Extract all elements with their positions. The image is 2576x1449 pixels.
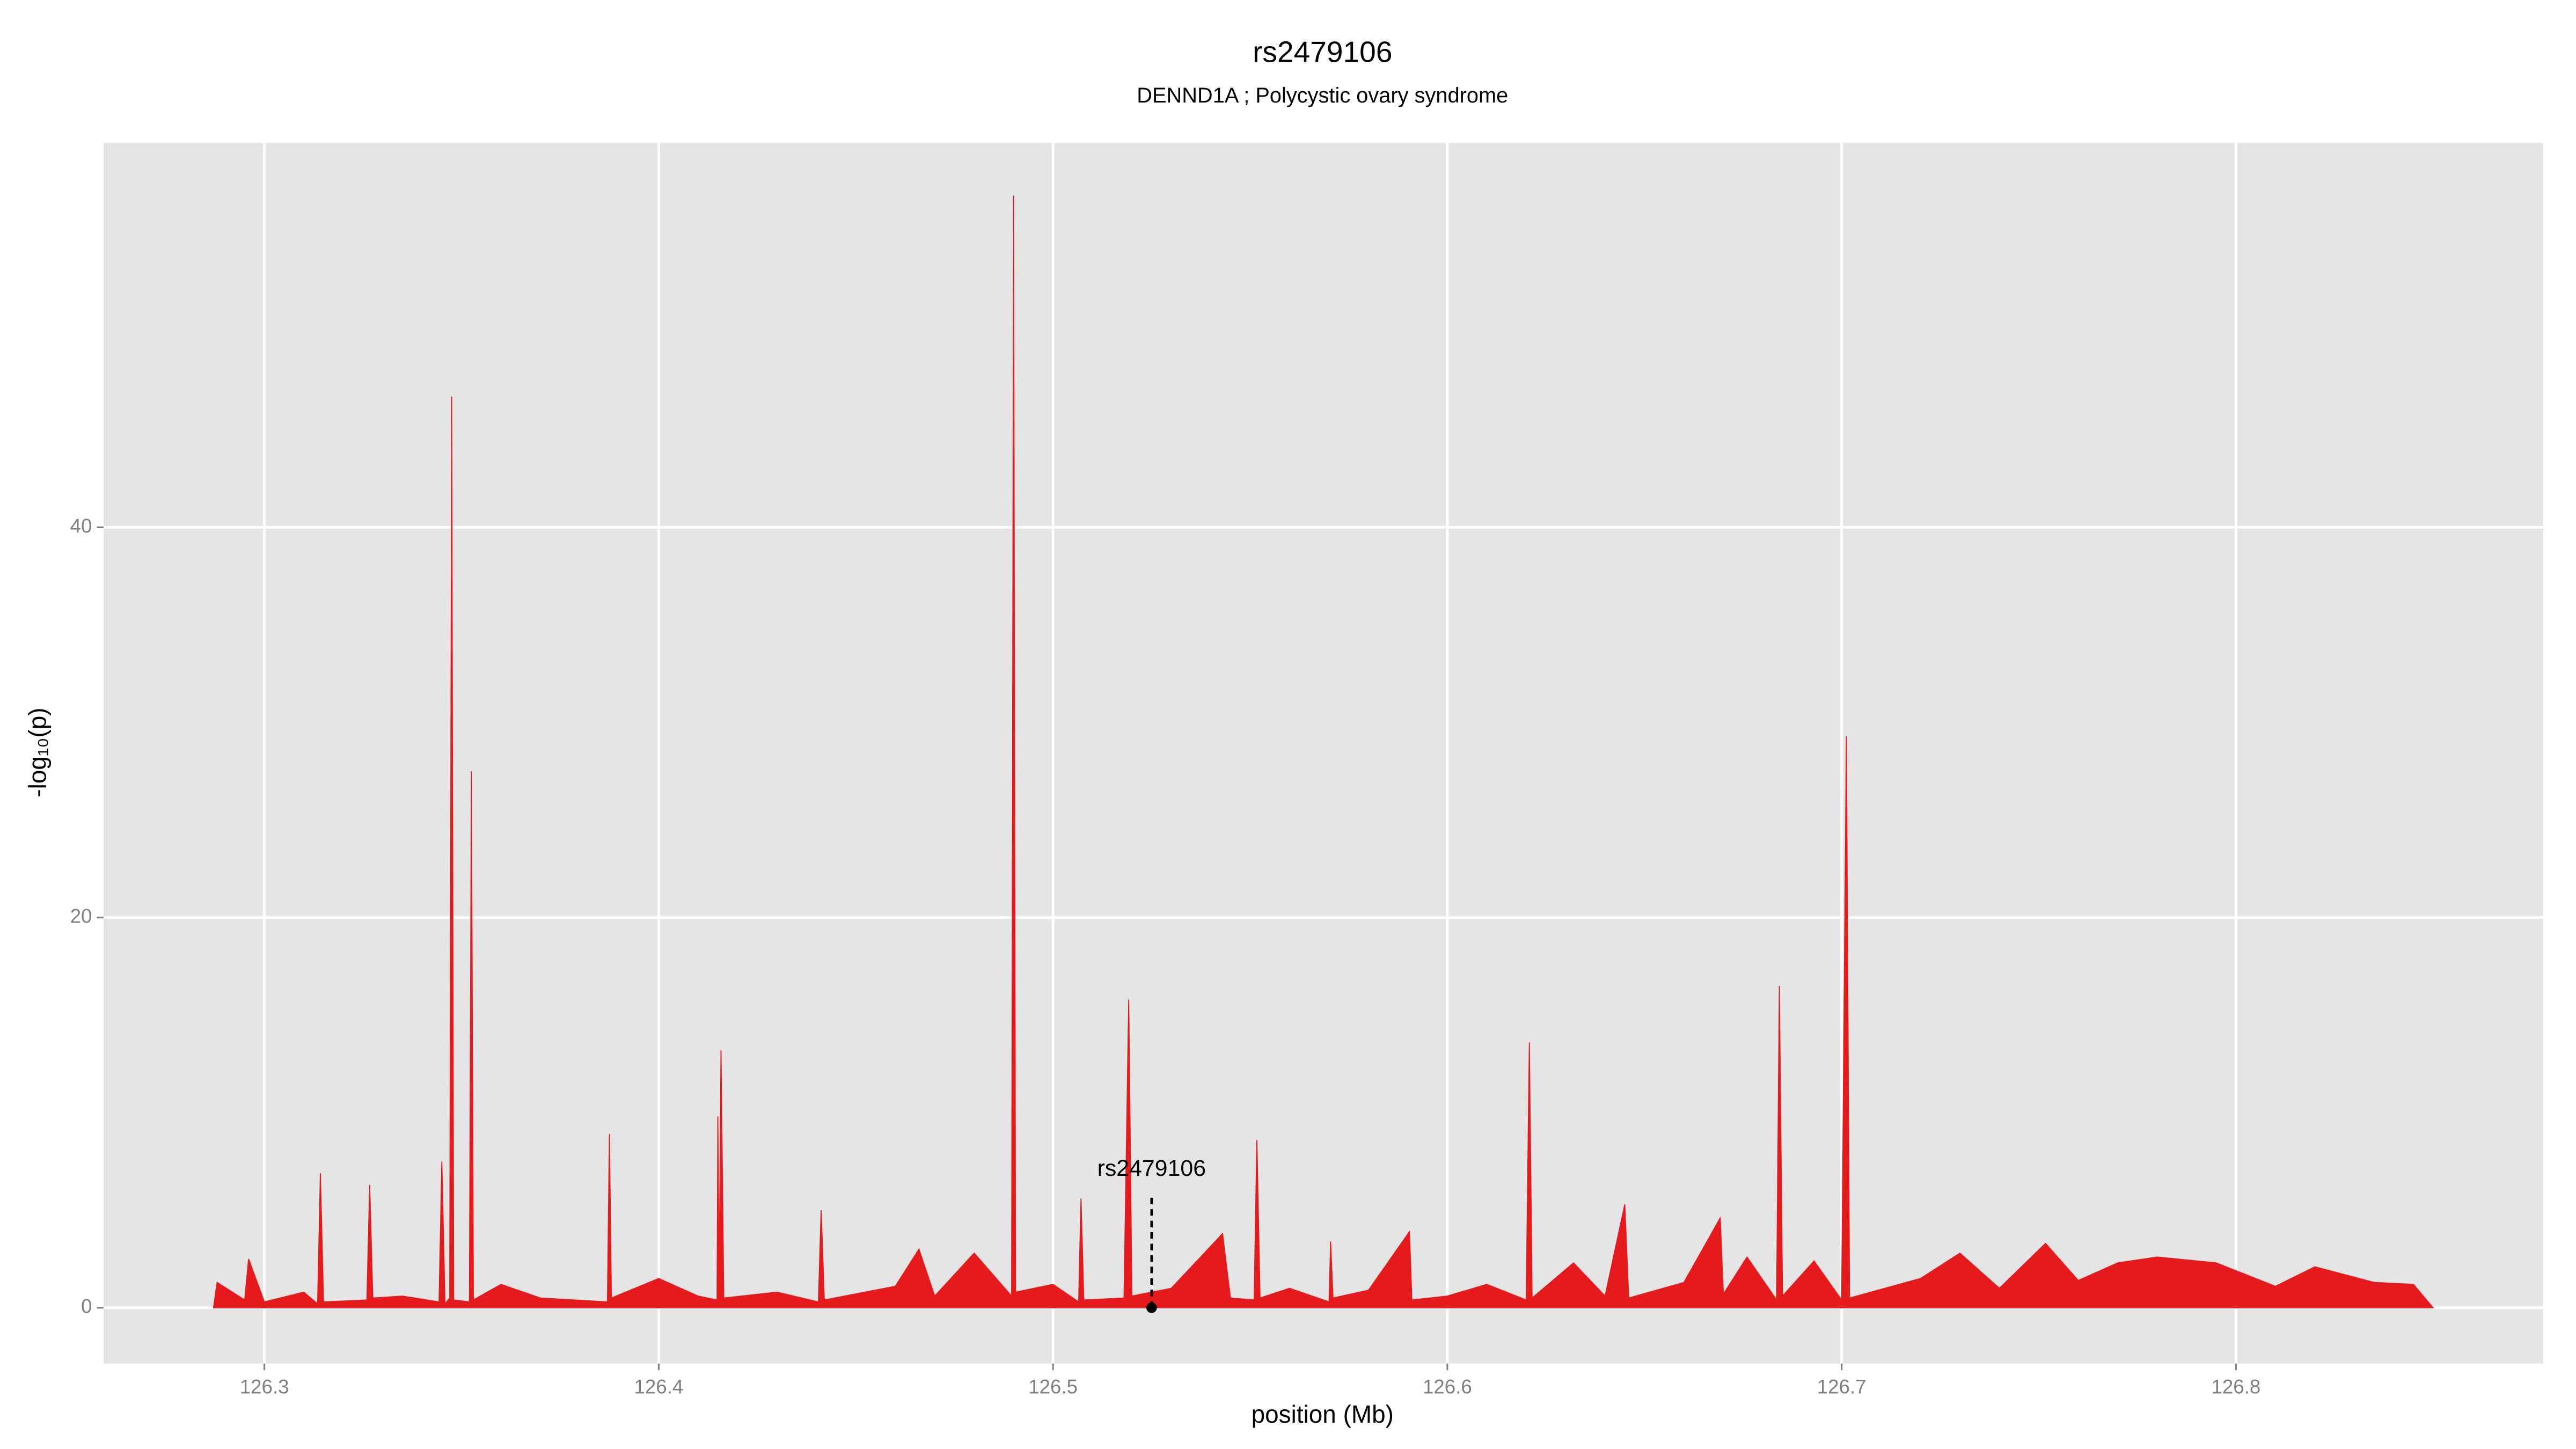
x-tick-label: 126.4 xyxy=(634,1375,683,1397)
x-tick-label: 126.6 xyxy=(1423,1375,1472,1397)
annotation-label: rs2479106 xyxy=(1097,1155,1206,1181)
x-tick-label: 126.3 xyxy=(240,1375,289,1397)
y-tick-label: 20 xyxy=(70,905,92,927)
chart-subtitle: DENND1A ; Polycystic ovary syndrome xyxy=(1137,84,1508,107)
x-tick-label: 126.7 xyxy=(1817,1375,1867,1397)
y-tick-label: 0 xyxy=(81,1296,92,1318)
area xyxy=(213,195,2434,1308)
plot-background xyxy=(103,143,2543,1364)
x-tick-label: 126.8 xyxy=(2211,1375,2260,1397)
chart-title: rs2479106 xyxy=(1253,35,1392,69)
annotation-point xyxy=(1146,1302,1157,1313)
x-tick-label: 126.5 xyxy=(1028,1375,1078,1397)
y-axis-label: -log₁₀(p) xyxy=(24,707,52,797)
y-tick-label: 40 xyxy=(70,515,92,537)
x-axis-label: position (Mb) xyxy=(1252,1400,1394,1428)
